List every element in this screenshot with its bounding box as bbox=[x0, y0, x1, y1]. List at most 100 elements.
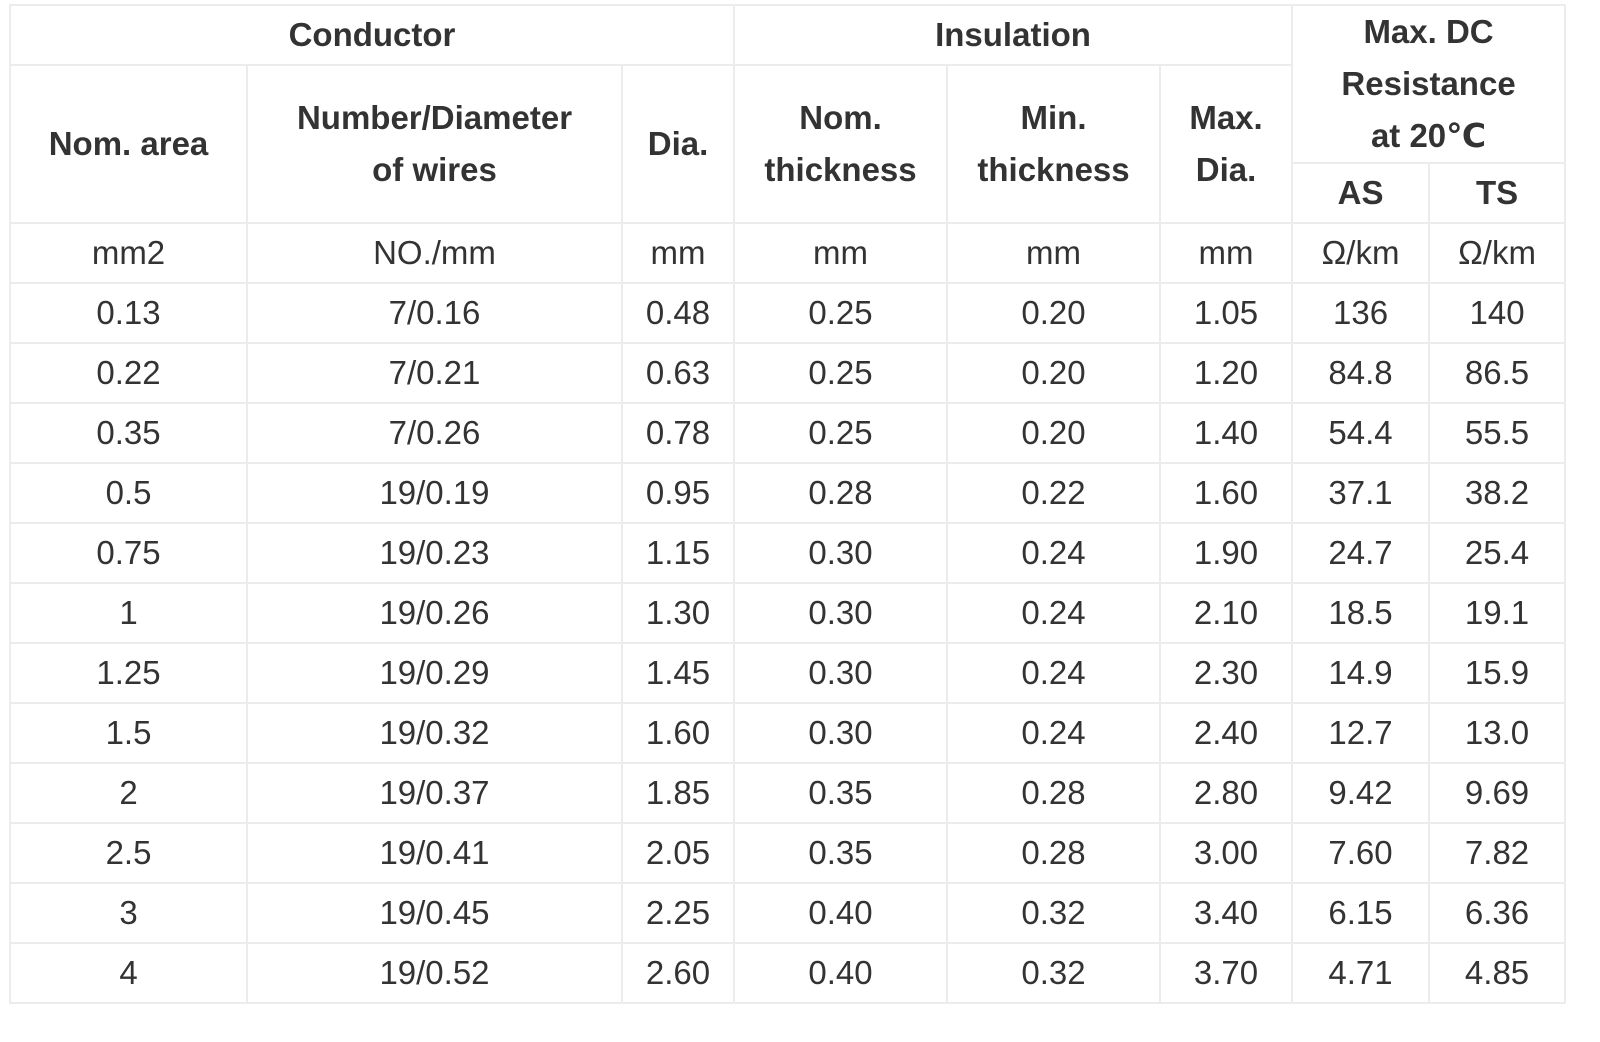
dia-cell: 1.60 bbox=[620, 702, 736, 764]
nom-thickness-header: Nom. thickness bbox=[733, 64, 949, 224]
min-thickness-header: Min. thickness bbox=[946, 64, 1162, 224]
table-row: 0.13 7/0.16 0.48 0.25 0.20 1.05 136 140 bbox=[9, 282, 1567, 344]
unit-cell: Ω/km bbox=[1428, 222, 1567, 284]
table-row: 0.75 19/0.23 1.15 0.30 0.24 1.90 24.7 25.4 bbox=[9, 522, 1567, 584]
dia-cell: 1.85 bbox=[620, 762, 736, 824]
dia-cell: 2.25 bbox=[620, 882, 736, 944]
min-thickness-cell: 0.22 bbox=[946, 462, 1162, 524]
nom-thickness-cell: 0.35 bbox=[733, 762, 949, 824]
min-thickness-cell: 0.32 bbox=[946, 942, 1162, 1004]
units-row: mm2 NO./mm mm mm mm mm Ω/km Ω/km bbox=[9, 222, 1567, 284]
dia-cell: 0.63 bbox=[620, 342, 736, 404]
min-thickness-cell: 0.24 bbox=[946, 702, 1162, 764]
ts-resistance-cell: 38.2 bbox=[1428, 462, 1567, 524]
ts-resistance-cell: 6.36 bbox=[1428, 882, 1567, 944]
table-row: 1.5 19/0.32 1.60 0.30 0.24 2.40 12.7 13.0 bbox=[9, 702, 1567, 764]
as-resistance-cell: 24.7 bbox=[1291, 522, 1431, 584]
ts-resistance-cell: 25.4 bbox=[1428, 522, 1567, 584]
nom-thickness-cell: 0.25 bbox=[733, 402, 949, 464]
nom-area-cell: 0.75 bbox=[9, 522, 248, 584]
as-resistance-cell: 4.71 bbox=[1291, 942, 1431, 1004]
as-resistance-cell: 18.5 bbox=[1291, 582, 1431, 644]
ts-resistance-cell: 13.0 bbox=[1428, 702, 1567, 764]
min-thickness-cell: 0.24 bbox=[946, 522, 1162, 584]
max-dia-cell: 1.05 bbox=[1159, 282, 1294, 344]
nom-area-cell: 0.35 bbox=[9, 402, 248, 464]
max-dia-cell: 1.60 bbox=[1159, 462, 1294, 524]
nom-thickness-cell: 0.30 bbox=[733, 702, 949, 764]
nom-thickness-cell: 0.35 bbox=[733, 822, 949, 884]
unit-cell: NO./mm bbox=[246, 222, 623, 284]
max-dia-cell: 3.00 bbox=[1159, 822, 1294, 884]
min-thickness-cell: 0.24 bbox=[946, 582, 1162, 644]
unit-cell: Ω/km bbox=[1291, 222, 1431, 284]
number-diameter-cell: 19/0.26 bbox=[246, 582, 623, 644]
max-dia-cell: 1.90 bbox=[1159, 522, 1294, 584]
dia-cell: 1.45 bbox=[620, 642, 736, 704]
dia-cell: 0.95 bbox=[620, 462, 736, 524]
nom-thickness-cell: 0.40 bbox=[733, 942, 949, 1004]
column-header-row: Nom. area Number/Diameter of wires Dia. … bbox=[9, 64, 1565, 224]
dia-header: Dia. bbox=[620, 64, 736, 224]
cable-spec-table: Conductor Insulation Max. DC Resistance … bbox=[8, 4, 1567, 1004]
unit-cell: mm bbox=[733, 222, 949, 284]
ts-resistance-cell: 15.9 bbox=[1428, 642, 1567, 704]
as-header: AS bbox=[1291, 162, 1431, 224]
table-row: 2.5 19/0.41 2.05 0.35 0.28 3.00 7.60 7.82 bbox=[9, 822, 1567, 884]
nom-area-header: Nom. area bbox=[9, 64, 248, 224]
as-resistance-cell: 9.42 bbox=[1291, 762, 1431, 824]
nom-thickness-cell: 0.30 bbox=[733, 642, 949, 704]
nom-area-cell: 1.25 bbox=[9, 642, 248, 704]
nom-area-cell: 0.5 bbox=[9, 462, 248, 524]
number-diameter-cell: 7/0.21 bbox=[246, 342, 623, 404]
dia-cell: 0.48 bbox=[620, 282, 736, 344]
max-dia-cell: 1.20 bbox=[1159, 342, 1294, 404]
ts-resistance-cell: 4.85 bbox=[1428, 942, 1567, 1004]
max-dia-cell: 1.40 bbox=[1159, 402, 1294, 464]
dia-cell: 0.78 bbox=[620, 402, 736, 464]
nom-area-cell: 1.5 bbox=[9, 702, 248, 764]
max-dia-cell: 2.80 bbox=[1159, 762, 1294, 824]
nom-area-cell: 2 bbox=[9, 762, 248, 824]
table-row: 2 19/0.37 1.85 0.35 0.28 2.80 9.42 9.69 bbox=[9, 762, 1567, 824]
unit-cell: mm2 bbox=[9, 222, 248, 284]
as-resistance-cell: 7.60 bbox=[1291, 822, 1431, 884]
dia-cell: 1.30 bbox=[620, 582, 736, 644]
conductor-group-header: Conductor bbox=[8, 4, 736, 66]
min-thickness-cell: 0.20 bbox=[946, 402, 1162, 464]
as-resistance-cell: 14.9 bbox=[1291, 642, 1431, 704]
number-diameter-cell: 19/0.37 bbox=[246, 762, 623, 824]
min-thickness-cell: 0.28 bbox=[946, 822, 1162, 884]
max-dia-header: Max. Dia. bbox=[1159, 64, 1294, 224]
unit-cell: mm bbox=[946, 222, 1162, 284]
number-diameter-header: Number/Diameter of wires bbox=[246, 64, 623, 224]
ts-header: TS bbox=[1428, 162, 1567, 224]
nom-thickness-cell: 0.30 bbox=[733, 582, 949, 644]
min-thickness-cell: 0.20 bbox=[946, 282, 1162, 344]
nom-area-cell: 0.22 bbox=[9, 342, 248, 404]
table-row: 0.35 7/0.26 0.78 0.25 0.20 1.40 54.4 55.5 bbox=[9, 402, 1567, 464]
dia-cell: 1.15 bbox=[620, 522, 736, 584]
as-resistance-cell: 37.1 bbox=[1291, 462, 1431, 524]
ts-resistance-cell: 55.5 bbox=[1428, 402, 1567, 464]
table-row: 3 19/0.45 2.25 0.40 0.32 3.40 6.15 6.36 bbox=[9, 882, 1567, 944]
nom-thickness-cell: 0.25 bbox=[733, 342, 949, 404]
as-resistance-cell: 54.4 bbox=[1291, 402, 1431, 464]
max-dia-cell: 3.40 bbox=[1159, 882, 1294, 944]
min-thickness-cell: 0.24 bbox=[946, 642, 1162, 704]
table-row: 1 19/0.26 1.30 0.30 0.24 2.10 18.5 19.1 bbox=[9, 582, 1567, 644]
as-resistance-cell: 136 bbox=[1291, 282, 1431, 344]
nom-area-cell: 0.13 bbox=[9, 282, 248, 344]
number-diameter-cell: 7/0.16 bbox=[246, 282, 623, 344]
ts-resistance-cell: 86.5 bbox=[1428, 342, 1567, 404]
number-diameter-cell: 7/0.26 bbox=[246, 402, 623, 464]
min-thickness-cell: 0.20 bbox=[946, 342, 1162, 404]
as-resistance-cell: 6.15 bbox=[1291, 882, 1431, 944]
table-row: 0.22 7/0.21 0.63 0.25 0.20 1.20 84.8 86.5 bbox=[9, 342, 1567, 404]
resistance-subheader-row: AS TS bbox=[10, 162, 1567, 224]
table-body: 0.13 7/0.16 0.48 0.25 0.20 1.05 136 140 0.22 7/0.… bbox=[9, 282, 1567, 1004]
number-diameter-cell: 19/0.23 bbox=[246, 522, 623, 584]
table-row: 0.5 19/0.19 0.95 0.28 0.22 1.60 37.1 38.2 bbox=[9, 462, 1567, 524]
max-dia-cell: 2.30 bbox=[1159, 642, 1294, 704]
number-diameter-cell: 19/0.45 bbox=[246, 882, 623, 944]
